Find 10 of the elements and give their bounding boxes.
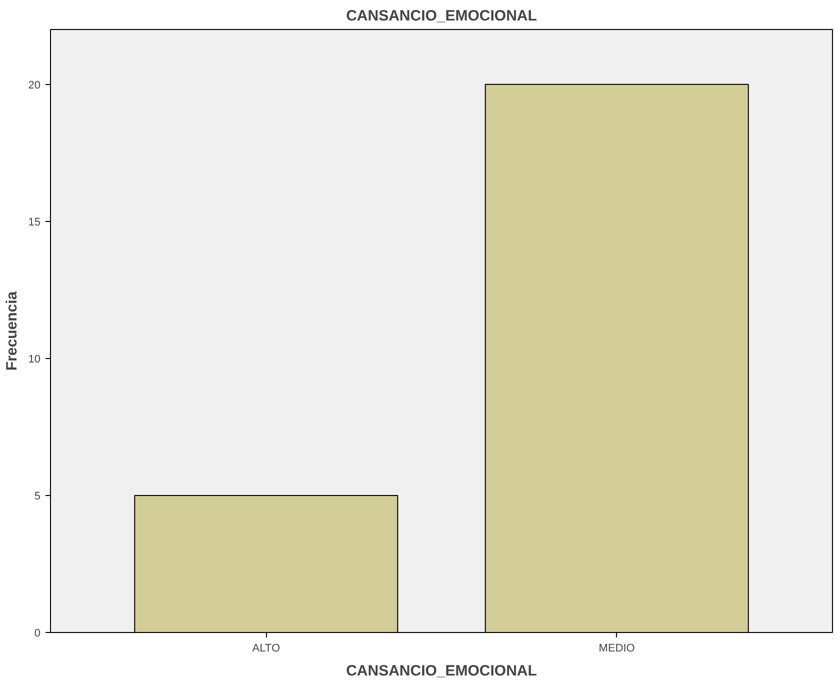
y-tick-label: 0 <box>34 628 41 640</box>
y-tick-label: 20 <box>28 79 41 92</box>
y-tick-label: 5 <box>34 490 41 502</box>
x-tick-label: ALTO <box>252 642 280 654</box>
y-tick-label: 10 <box>28 353 41 366</box>
y-axis-title: Frecuencia <box>3 290 20 371</box>
x-axis-title: CANSANCIO_EMOCIONAL <box>346 662 537 680</box>
y-tick-label: 15 <box>28 216 41 228</box>
x-tick-label: MEDIO <box>598 642 636 654</box>
chart-title: CANSANCIO_EMOCIONAL <box>346 8 537 24</box>
